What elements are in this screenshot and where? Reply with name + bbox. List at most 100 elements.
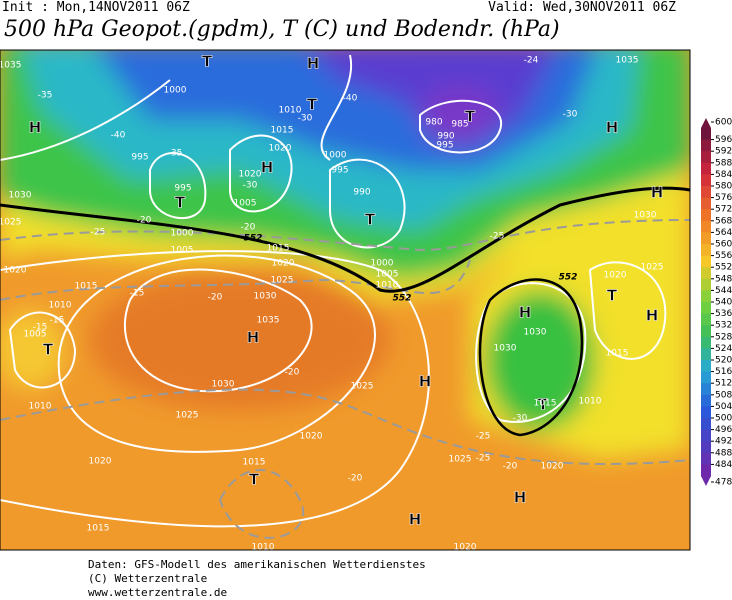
- colorbar-label: 544: [715, 286, 732, 296]
- isoline-label: 1020: [4, 266, 27, 276]
- colorbar-swatch: [701, 220, 711, 233]
- colorbar-swatch: [701, 197, 711, 210]
- isoline-label: 1005: [171, 246, 194, 256]
- isoline-label: -35: [38, 91, 53, 101]
- isoline-label: -25: [91, 228, 106, 238]
- isoline-label: -20: [503, 462, 518, 472]
- contour-label: 552: [244, 234, 263, 244]
- pressure-center: T: [202, 53, 213, 71]
- colorbar-label: 596: [715, 135, 732, 145]
- isoline-label: -24: [524, 56, 539, 66]
- pressure-center: T: [175, 194, 186, 212]
- isoline-label: 1025: [271, 276, 294, 286]
- colorbar-label: 504: [715, 402, 732, 412]
- isoline-label: 1015: [271, 126, 294, 136]
- isoline-label: 1005: [24, 330, 47, 340]
- isoline-label: 995: [436, 141, 453, 151]
- map-frame: [0, 49, 691, 551]
- contour-label: 552: [393, 294, 412, 304]
- colorbar-label: 488: [715, 448, 732, 458]
- isoline-label: 1010: [29, 402, 52, 412]
- contour-label: 552: [559, 273, 578, 283]
- isoline-label: -20: [137, 216, 152, 226]
- isoline-label: -15: [50, 316, 65, 326]
- colorbar-swatch: [701, 348, 711, 361]
- colorbar-swatch: [701, 394, 711, 407]
- pressure-center: H: [247, 329, 260, 347]
- pressure-center: H: [646, 307, 659, 325]
- isoline-label: 1030: [524, 328, 547, 338]
- isoline-label: 1000: [164, 86, 187, 96]
- colorbar-swatch: [701, 128, 711, 141]
- colorbar-label: 516: [715, 367, 732, 377]
- pressure-center: T: [307, 96, 318, 114]
- pressure-center: T: [607, 287, 618, 305]
- colorbar-label: 484: [715, 460, 732, 470]
- colorbar-swatch: [701, 162, 711, 175]
- contour-552: [478, 278, 584, 437]
- pressure-center: T: [538, 396, 549, 414]
- colorbar-label: 540: [715, 298, 732, 308]
- isoline-label: 1020: [300, 432, 323, 442]
- isoline-label: -40: [111, 131, 126, 141]
- pressure-center: T: [465, 108, 476, 126]
- isoline-label: 1010: [49, 301, 72, 311]
- colorbar-label: 592: [715, 147, 732, 157]
- isoline-label: 1020: [541, 462, 564, 472]
- isoline-label: 1015: [75, 282, 98, 292]
- colorbar-label: 508: [715, 390, 732, 400]
- isoline-label: 1025: [176, 411, 199, 421]
- isoline-label: 1015: [87, 524, 110, 534]
- colorbar-swatch: [701, 244, 711, 257]
- colorbar-label: 478: [715, 478, 732, 488]
- init-time: Init : Mon,14NOV2011 06Z: [2, 0, 190, 15]
- colorbar-label: 576: [715, 193, 732, 203]
- colorbar-label: 536: [715, 309, 732, 319]
- pressure-center: H: [261, 159, 274, 177]
- pressure-center: H: [651, 184, 664, 202]
- footer-source: Daten: GFS-Modell des amerikanischen Wet…: [88, 558, 426, 571]
- colorbar-label: 528: [715, 332, 732, 342]
- isoline-label: 1010: [252, 543, 275, 553]
- isoline-label: 1020: [604, 271, 627, 281]
- colorbar-swatch: [701, 151, 711, 164]
- colorbar-swatch: [701, 429, 711, 442]
- isoline-label: -15: [130, 289, 145, 299]
- isoline-label: 1010: [579, 397, 602, 407]
- isoline-label: 1035: [0, 61, 21, 71]
- colorbar-swatch: [701, 290, 711, 303]
- isoline-label: 1000: [324, 151, 347, 161]
- colorbar-label: 560: [715, 240, 732, 250]
- isoline-label: 1025: [641, 263, 664, 273]
- pressure-center: H: [606, 119, 619, 137]
- colorbar-swatch: [701, 325, 711, 338]
- pressure-center: H: [29, 119, 42, 137]
- colorbar-label: 524: [715, 344, 732, 354]
- colorbar-swatch: [701, 383, 711, 396]
- colorbar-swatch: [701, 360, 711, 373]
- colorbar-label: 584: [715, 170, 732, 180]
- colorbar-label: 492: [715, 437, 732, 447]
- isoline-label: -25: [476, 432, 491, 442]
- colorbar-cap: [701, 118, 711, 128]
- isoline-label: 1035: [616, 56, 639, 66]
- isoline-label: 1030: [634, 211, 657, 221]
- colorbar-label: 496: [715, 425, 732, 435]
- isoline-label: -20: [241, 223, 256, 233]
- isoline-label: 1005: [376, 270, 399, 280]
- isoline-label: -20: [285, 368, 300, 378]
- isoline-label: 1010: [376, 281, 399, 291]
- contour-552: [0, 186, 690, 293]
- map-title: 500 hPa Geopot.(gpdm), T (C) und Bodendr…: [4, 17, 560, 42]
- isoline-label: 1015: [267, 244, 290, 254]
- pressure-center: H: [409, 511, 422, 529]
- colorbar-swatch: [701, 406, 711, 419]
- isoline-label: -20: [208, 293, 223, 303]
- isoline-label: 1020: [454, 543, 477, 553]
- isoline-label: 1020: [269, 144, 292, 154]
- pressure-center: T: [249, 471, 260, 489]
- colorbar-label: 552: [715, 263, 732, 273]
- isoline-label: 995: [174, 184, 191, 194]
